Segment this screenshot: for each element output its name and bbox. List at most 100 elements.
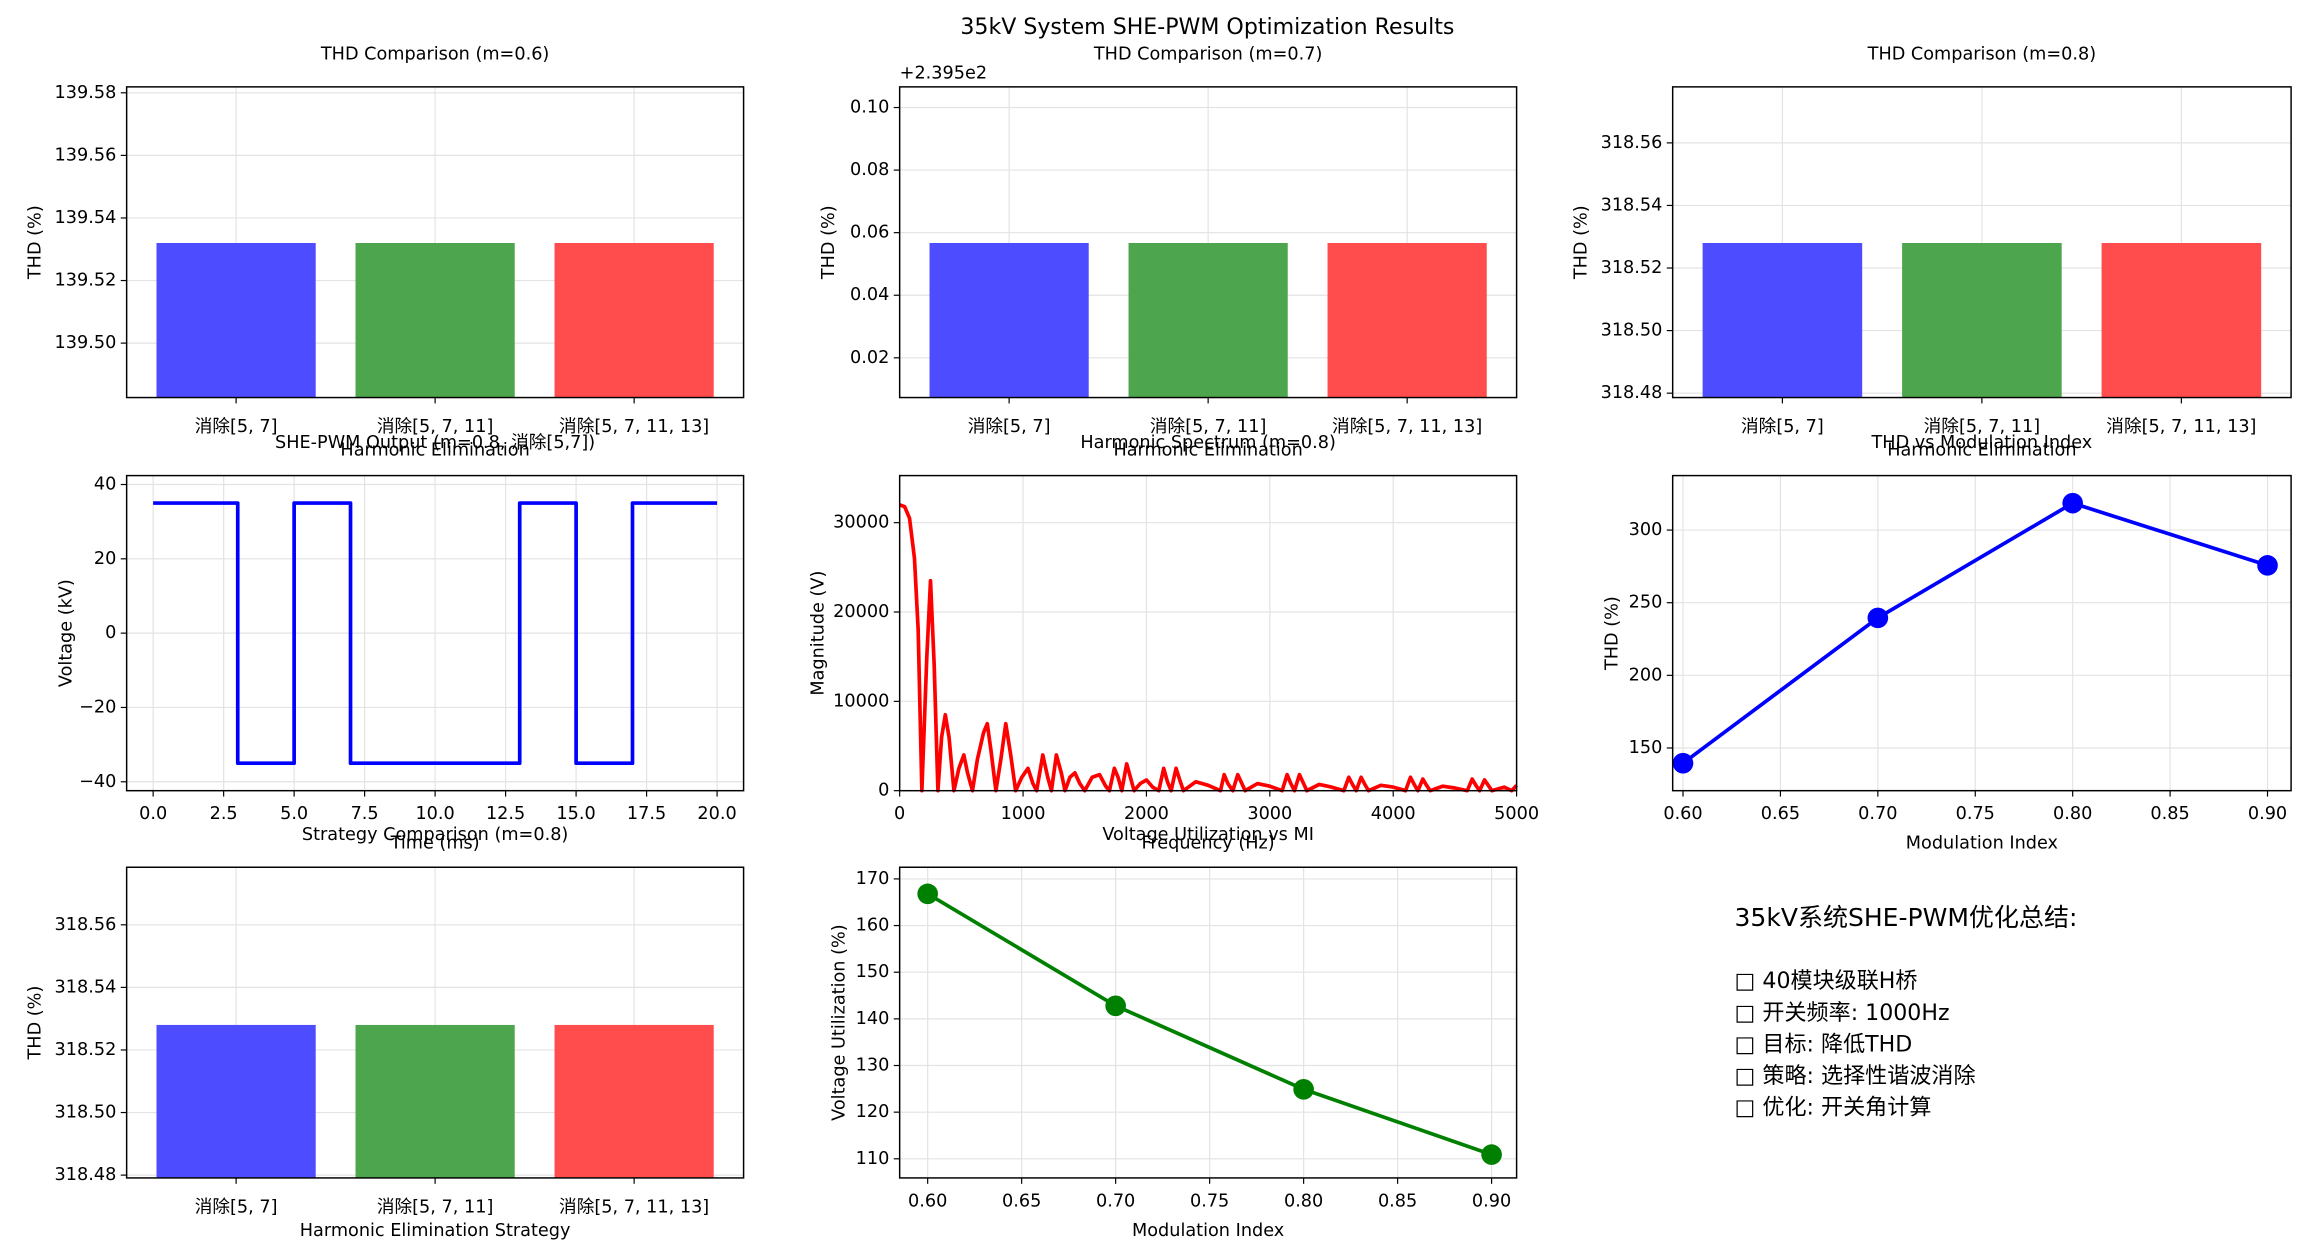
bar bbox=[1128, 242, 1288, 398]
figure-title: 35kV System SHE-PWM Optimization Results bbox=[960, 15, 1454, 40]
subplot-title: Strategy Comparison (m=0.8) bbox=[302, 825, 568, 845]
y-tick-label: 0.04 bbox=[850, 285, 889, 305]
subplot: 150 200 250 300 0.60 0.65 0.70 0.75 0.80 0.85 0.90… bbox=[1602, 433, 2292, 854]
bar bbox=[1902, 242, 2062, 398]
y-tick-label: 120 bbox=[856, 1102, 890, 1122]
bar bbox=[554, 1024, 714, 1178]
subplot-title: Voltage Utilization vs MI bbox=[1102, 825, 1314, 845]
subplot: −40 −20 0 20 40 0.0 2.5 5.0 7.5 10.0 12.5 15.0 17.5 2… bbox=[56, 432, 745, 854]
y-tick-label: 318.54 bbox=[1601, 195, 1663, 215]
subplot-title: THD Comparison (m=0.6) bbox=[320, 44, 549, 64]
summary-item: □ 目标: 降低THD bbox=[1735, 1032, 1913, 1057]
subplot: 318.48 318.50 318.52 318.54 318.56 消除[5, 7] 消除… bbox=[1571, 44, 2292, 461]
subplot: 0 10000 20000 30000 0 1000 2000 3000 4000 5000 Har… bbox=[809, 433, 1539, 853]
summary-item: □ 策略: 选择性谐波消除 bbox=[1735, 1064, 1976, 1089]
x-tick-label: 0.80 bbox=[1284, 1191, 1323, 1211]
x-axis-label: Harmonic Elimination bbox=[340, 441, 529, 461]
data-point bbox=[917, 883, 938, 905]
y-tick-label: 318.56 bbox=[1601, 133, 1663, 153]
x-tick-label: 0.70 bbox=[1096, 1191, 1135, 1211]
y-axis-label: THD (%) bbox=[819, 205, 839, 280]
x-tick-label: 0.85 bbox=[2150, 804, 2189, 824]
y-tick-label: 0.10 bbox=[850, 98, 889, 118]
data-point bbox=[2062, 492, 2083, 514]
bar bbox=[156, 1024, 316, 1178]
bar bbox=[355, 1024, 515, 1178]
x-tick-label: 0.60 bbox=[1663, 804, 1702, 824]
axes-frame bbox=[898, 866, 1518, 1179]
x-tick-label: 0.65 bbox=[1002, 1191, 1041, 1211]
x-tick-label: 4000 bbox=[1371, 804, 1416, 824]
y-tick-label: 318.52 bbox=[55, 1040, 117, 1060]
y-axis-label: Voltage (kV) bbox=[56, 579, 76, 687]
x-axis-label: Modulation Index bbox=[1132, 1221, 1284, 1241]
data-point bbox=[2257, 555, 2278, 576]
x-axis-label: Frequency (Hz) bbox=[1142, 834, 1275, 854]
y-tick-label: 318.50 bbox=[1601, 321, 1663, 341]
subplot: 110 120 130 140 150 160 170 0.60 0.65 0.70 0.75 0.8… bbox=[829, 825, 1518, 1241]
subplot: 318.48 318.50 318.52 318.54 318.56 消除[5, 7] 消除… bbox=[25, 825, 745, 1241]
x-axis-label: Time (ms) bbox=[390, 834, 480, 854]
subplot: 139.50 139.52 139.54 139.56 139.58 消除[5, 7] 消除… bbox=[25, 44, 745, 461]
y-axis-label: THD (%) bbox=[25, 986, 45, 1061]
bar bbox=[929, 242, 1089, 398]
y-axis-label: Magnitude (V) bbox=[809, 571, 829, 696]
y-tick-label: 318.48 bbox=[55, 1165, 117, 1185]
y-tick-label: 30000 bbox=[833, 513, 889, 533]
y-tick-label: 318.56 bbox=[55, 915, 117, 935]
axes-frame bbox=[898, 86, 1518, 399]
axes-frame bbox=[1671, 86, 2292, 399]
y-tick-label: 140 bbox=[856, 1009, 890, 1029]
x-tick-label: 2.5 bbox=[210, 804, 238, 824]
y-tick-label: 0.06 bbox=[850, 223, 889, 243]
y-tick-label: 20000 bbox=[833, 602, 889, 622]
data-line bbox=[153, 501, 718, 766]
y-tick-label: 300 bbox=[1629, 520, 1663, 540]
bar bbox=[1702, 242, 1863, 398]
data-line bbox=[926, 892, 1493, 1157]
y-tick-label: 160 bbox=[856, 916, 890, 936]
y-tick-label: 318.48 bbox=[1601, 383, 1663, 403]
x-tick-label: 7.5 bbox=[351, 804, 379, 824]
bar bbox=[2101, 242, 2262, 398]
summary-title: 35kV系统SHE-PWM优化总结: bbox=[1735, 903, 2078, 932]
axes-frame bbox=[125, 86, 745, 399]
x-tick-label: 消除[5, 7, 11] bbox=[377, 1196, 493, 1217]
y-tick-label: 0 bbox=[105, 623, 116, 643]
x-tick-label: 消除[5, 7, 11] bbox=[1924, 416, 2040, 437]
x-tick-label: 5000 bbox=[1494, 804, 1539, 824]
y-tick-label: 10000 bbox=[833, 691, 889, 711]
y-tick-label: 200 bbox=[1629, 665, 1663, 685]
y-tick-label: 170 bbox=[856, 869, 890, 889]
y-tick-label: 0.02 bbox=[850, 348, 889, 368]
x-tick-label: 0.75 bbox=[1956, 804, 1995, 824]
axes-frame bbox=[125, 474, 745, 792]
x-tick-label: 0.90 bbox=[2248, 804, 2287, 824]
x-tick-label: 0.75 bbox=[1190, 1191, 1229, 1211]
x-tick-label: 消除[5, 7, 11, 13] bbox=[1332, 416, 1482, 437]
summary-item: □ 40模块级联H桥 bbox=[1735, 969, 1918, 994]
x-tick-label: 消除[5, 7] bbox=[1741, 416, 1824, 437]
x-axis-label: Harmonic Elimination Strategy bbox=[300, 1221, 571, 1241]
x-tick-label: 消除[5, 7] bbox=[968, 416, 1051, 437]
axes-frame bbox=[1671, 474, 2292, 792]
x-tick-label: 0.70 bbox=[1858, 804, 1897, 824]
x-axis-label: Harmonic Elimination bbox=[1887, 441, 2076, 461]
subplot: 0.02 0.04 0.06 0.08 0.10 +2.395e2 消除[5, 7] 消除[5… bbox=[819, 44, 1518, 461]
y-tick-label: 110 bbox=[856, 1149, 890, 1169]
x-tick-label: 消除[5, 7] bbox=[195, 1196, 278, 1217]
y-axis-label: THD (%) bbox=[1571, 205, 1591, 280]
y-tick-label: −40 bbox=[79, 772, 116, 792]
summary-item: □ 优化: 开关角计算 bbox=[1735, 1096, 1932, 1121]
y-tick-label: 20 bbox=[94, 549, 116, 569]
summary-item: □ 开关频率: 1000Hz bbox=[1735, 1001, 1950, 1026]
y-tick-label: 139.52 bbox=[55, 271, 117, 291]
y-tick-label: 318.52 bbox=[1601, 258, 1663, 278]
x-tick-label: 1000 bbox=[1001, 804, 1046, 824]
subplot-title: THD Comparison (m=0.8) bbox=[1867, 44, 2096, 64]
data-point bbox=[1867, 607, 1889, 629]
y-tick-label: 139.50 bbox=[55, 333, 117, 353]
x-tick-label: 3000 bbox=[1247, 804, 1292, 824]
x-tick-label: 消除[5, 7, 11, 13] bbox=[559, 1196, 709, 1217]
